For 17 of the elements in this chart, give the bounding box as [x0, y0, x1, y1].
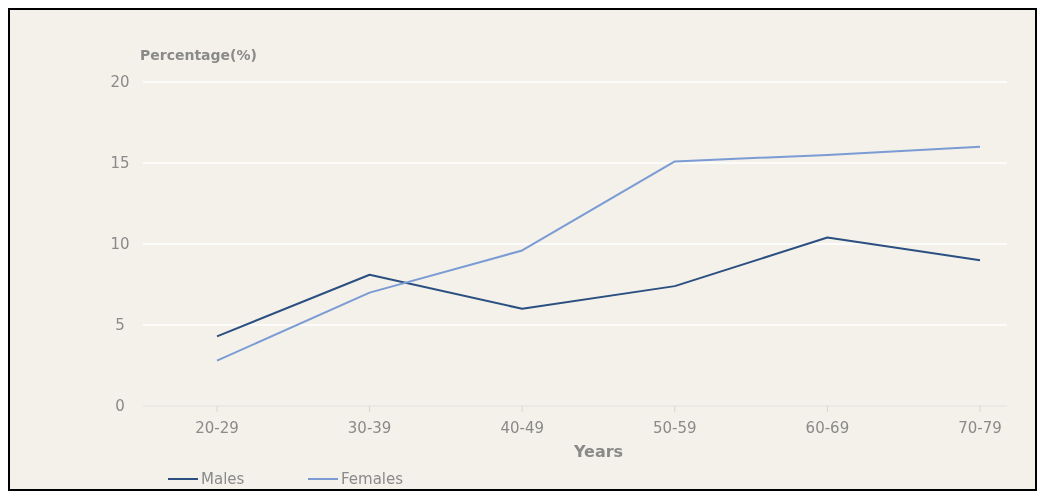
y-tick-label: 10	[110, 235, 130, 254]
legend-label: Males	[201, 470, 245, 488]
x-tick-label: 50-59	[653, 419, 697, 437]
y-tick-label: 0	[115, 397, 125, 416]
y-tick-label: 15	[110, 154, 130, 173]
x-tick-label: 70-79	[958, 419, 1002, 437]
x-tick-label: 20-29	[195, 419, 239, 437]
x-tick-label: 30-39	[347, 419, 392, 437]
line-series	[216, 145, 981, 362]
x-tick-label: 40-49	[500, 419, 544, 437]
legend-label: Females	[341, 470, 404, 488]
y-tick-label: 20	[110, 73, 130, 92]
y-tick-label: 5	[115, 316, 125, 335]
x-axis-title: Years	[572, 442, 624, 461]
x-tick-label: 60-69	[805, 419, 850, 437]
line-series	[216, 236, 981, 338]
y-axis-title: Percentage(%)	[140, 47, 257, 63]
